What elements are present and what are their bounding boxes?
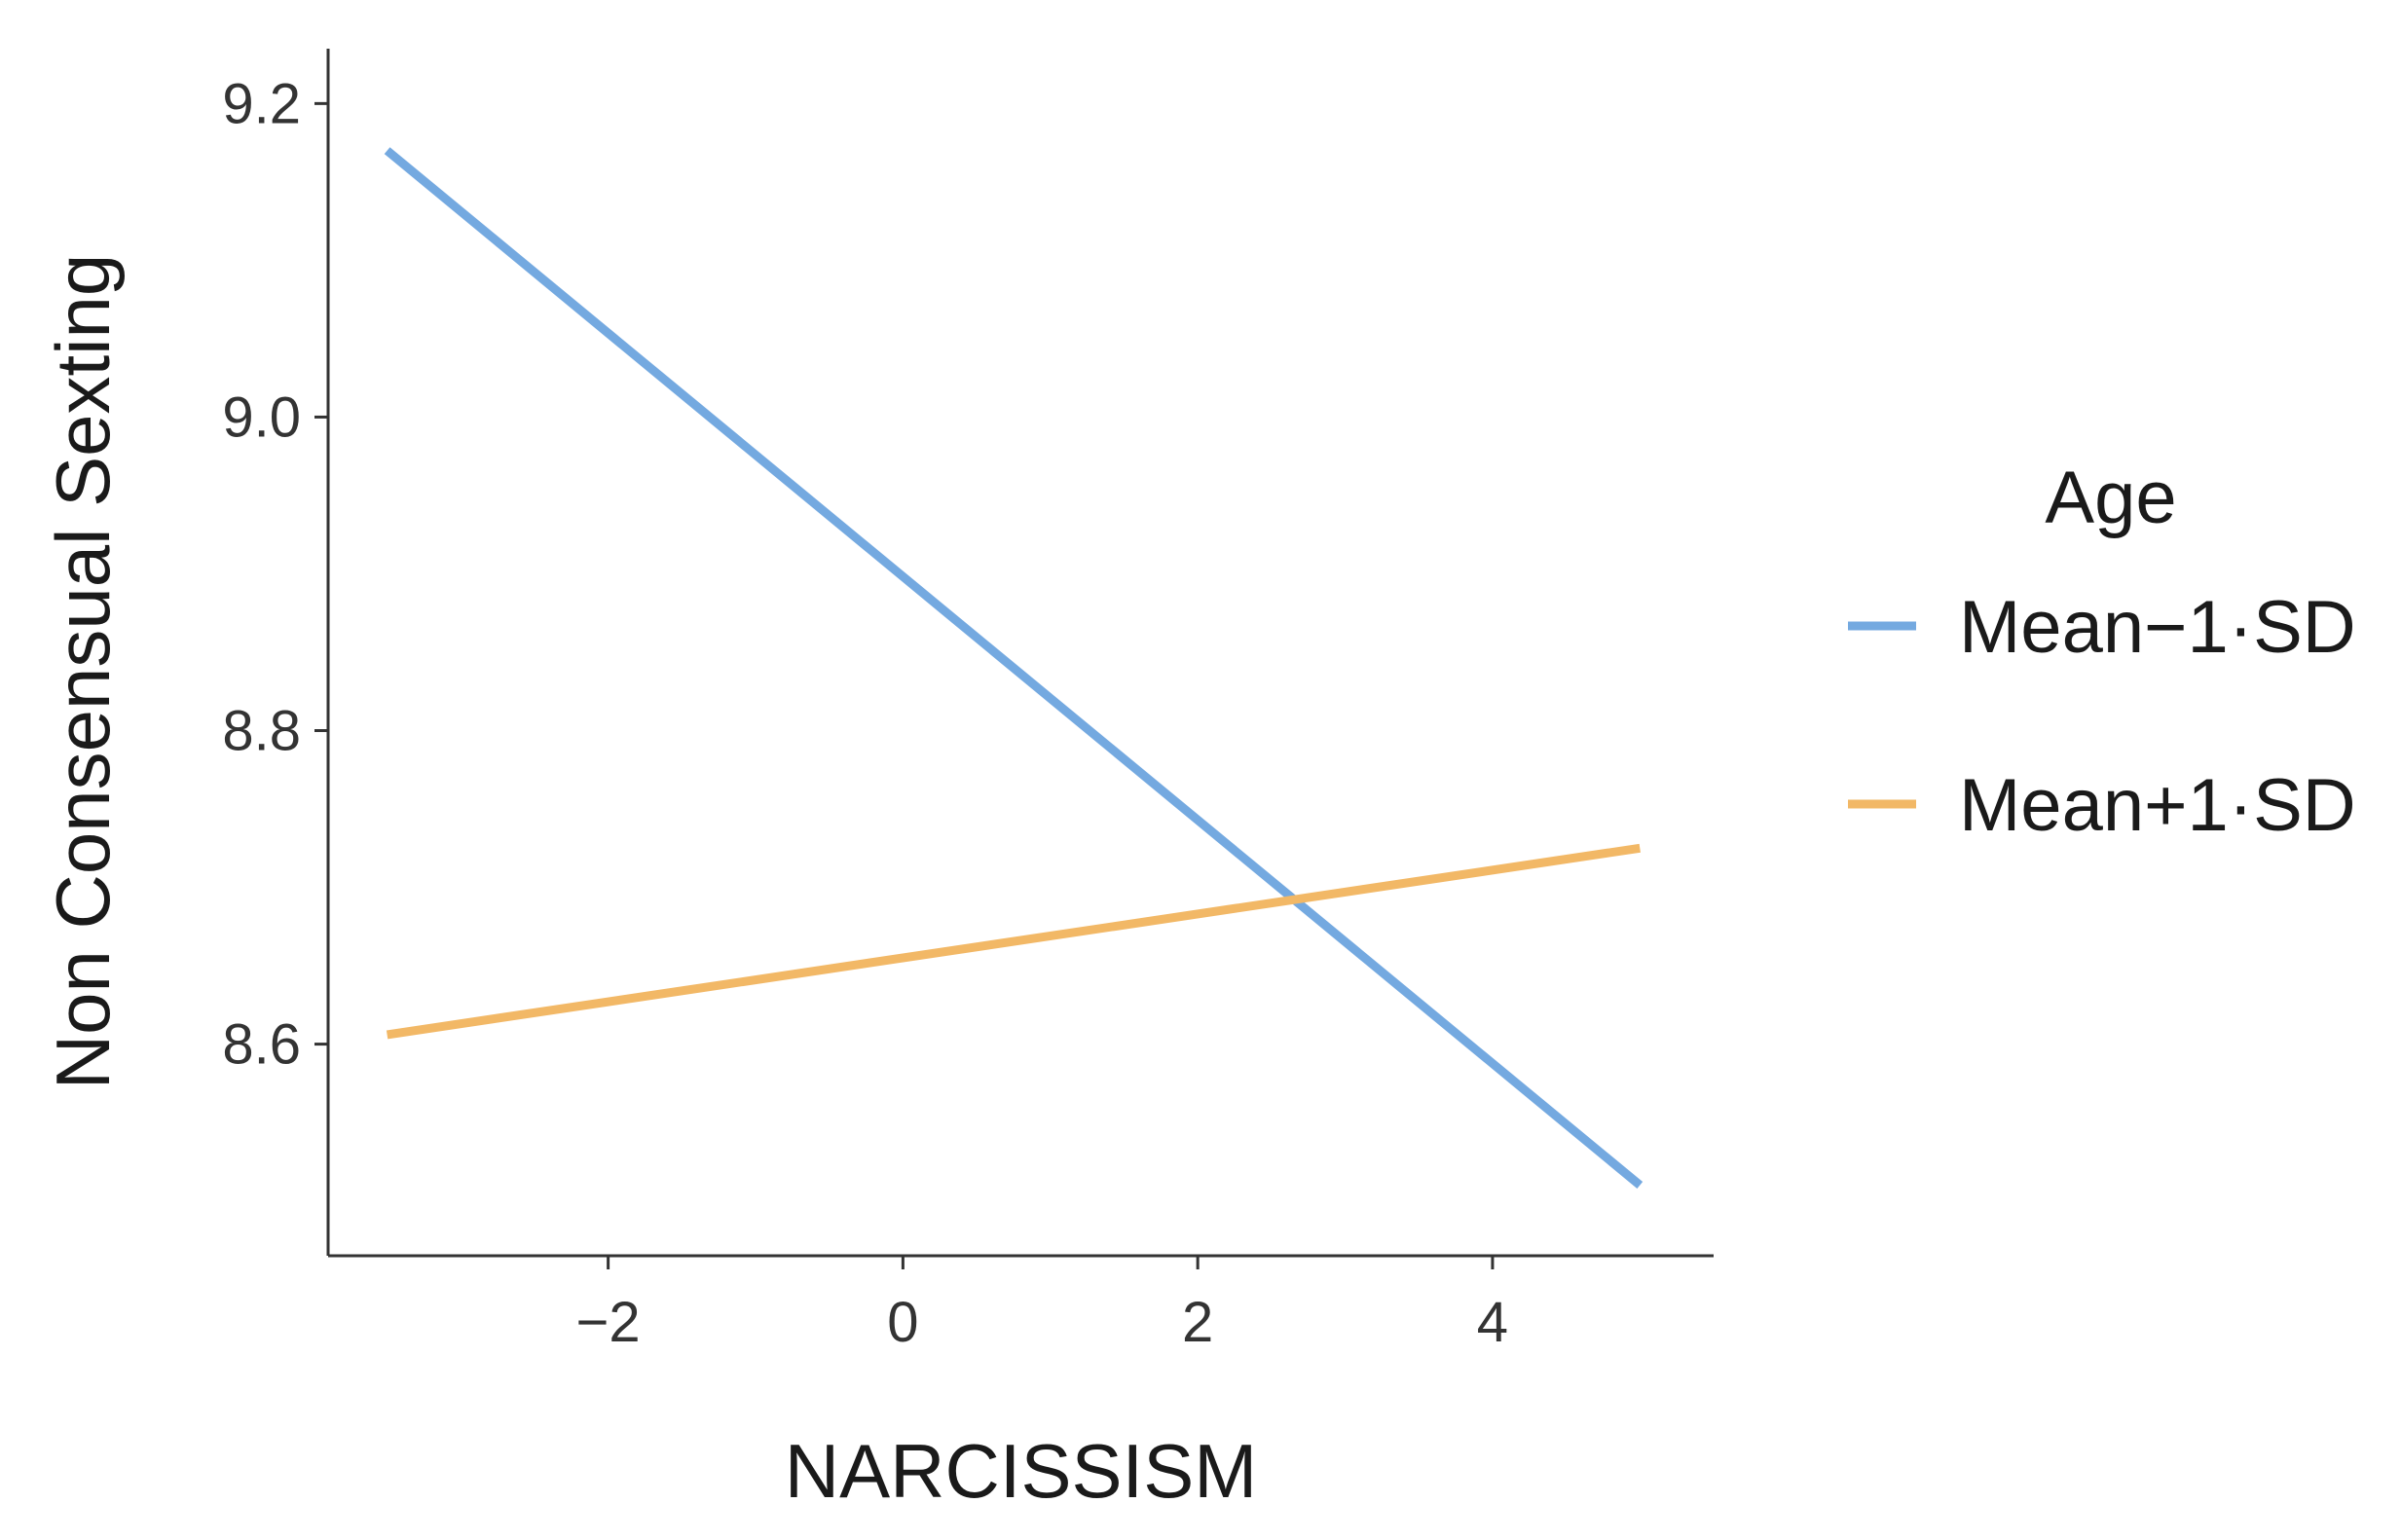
x-tick-label: 0 <box>887 1291 918 1354</box>
y-tick-label: 9.2 <box>222 72 301 135</box>
x-tick-label: −2 <box>576 1291 641 1354</box>
plot-lines <box>384 147 1644 1189</box>
y-ticks: 8.6 8.8 9.0 9.2 <box>222 72 328 1077</box>
legend-label-1: Mean+1·SD <box>1959 764 2356 847</box>
y-axis-title: Non Consensual Sexting <box>40 254 126 1090</box>
y-tick-label: 8.8 <box>222 700 301 763</box>
legend: Age Mean−1·SD Mean+1·SD <box>1848 457 2356 847</box>
legend-title: Age <box>2045 457 2176 539</box>
series-line-1 <box>386 843 1641 1040</box>
axes: 8.6 8.8 9.0 9.2 −2 0 2 4 <box>222 49 1714 1354</box>
x-ticks: −2 0 2 4 <box>576 1256 1508 1354</box>
x-tick-label: 2 <box>1182 1291 1213 1354</box>
y-tick-label: 9.0 <box>222 385 301 449</box>
legend-label-0: Mean−1·SD <box>1959 586 2356 669</box>
legend-items: Mean−1·SD Mean+1·SD <box>1848 586 2356 847</box>
x-tick-label: 4 <box>1477 1291 1508 1354</box>
x-axis-title: NARCISSISM <box>785 1428 1257 1514</box>
y-tick-label: 8.6 <box>222 1013 301 1077</box>
series-line-0 <box>384 147 1644 1189</box>
